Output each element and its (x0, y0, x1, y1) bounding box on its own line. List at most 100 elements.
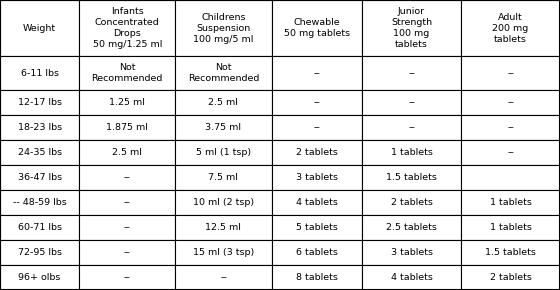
Bar (175, 0, 272, 57)
Bar (0, 190, 79, 215)
Bar (79, 115, 175, 140)
Text: Not
Recommended: Not Recommended (92, 63, 163, 83)
Text: 8 tablets: 8 tablets (296, 273, 338, 282)
Text: 1 tablets: 1 tablets (390, 148, 432, 157)
Text: --: -- (314, 98, 320, 107)
Bar (272, 115, 362, 140)
Text: 36-47 lbs: 36-47 lbs (17, 173, 62, 182)
Text: 24-35 lbs: 24-35 lbs (17, 148, 62, 157)
Bar (362, 115, 461, 140)
Bar (272, 165, 362, 190)
Text: --: -- (124, 198, 130, 207)
Bar (461, 265, 560, 290)
Bar (272, 190, 362, 215)
Bar (0, 165, 79, 190)
Text: 10 ml (2 tsp): 10 ml (2 tsp) (193, 198, 254, 207)
Text: --: -- (507, 98, 514, 107)
Bar (461, 115, 560, 140)
Bar (0, 215, 79, 240)
Bar (362, 215, 461, 240)
Text: Junior
Strength
100 mg
tablets: Junior Strength 100 mg tablets (391, 7, 432, 49)
Text: 4 tablets: 4 tablets (296, 198, 338, 207)
Bar (175, 240, 272, 265)
Text: -- 48-59 lbs: -- 48-59 lbs (13, 198, 67, 207)
Bar (461, 190, 560, 215)
Bar (362, 140, 461, 165)
Text: 6 tablets: 6 tablets (296, 248, 338, 257)
Text: 3 tablets: 3 tablets (390, 248, 432, 257)
Bar (362, 57, 461, 90)
Text: 12-17 lbs: 12-17 lbs (17, 98, 62, 107)
Bar (461, 0, 560, 57)
Bar (175, 57, 272, 90)
Text: Childrens
Suspension
100 mg/5 ml: Childrens Suspension 100 mg/5 ml (193, 12, 254, 44)
Text: 60-71 lbs: 60-71 lbs (17, 223, 62, 232)
Bar (461, 90, 560, 115)
Bar (0, 265, 79, 290)
Text: --: -- (408, 69, 415, 78)
Text: 1.25 ml: 1.25 ml (109, 98, 145, 107)
Bar (272, 0, 362, 57)
Text: Weight: Weight (23, 24, 56, 33)
Text: 12.5 ml: 12.5 ml (206, 223, 241, 232)
Text: 2 tablets: 2 tablets (296, 148, 338, 157)
Text: 5 tablets: 5 tablets (296, 223, 338, 232)
Bar (272, 265, 362, 290)
Text: --: -- (220, 273, 227, 282)
Bar (0, 115, 79, 140)
Text: 5 ml (1 tsp): 5 ml (1 tsp) (196, 148, 251, 157)
Text: Chewable
50 mg tablets: Chewable 50 mg tablets (284, 18, 350, 38)
Bar (362, 265, 461, 290)
Text: Not
Recommended: Not Recommended (188, 63, 259, 83)
Bar (79, 90, 175, 115)
Text: 3.75 ml: 3.75 ml (206, 123, 241, 132)
Text: --: -- (507, 123, 514, 132)
Text: 1.5 tablets: 1.5 tablets (386, 173, 437, 182)
Bar (79, 165, 175, 190)
Text: --: -- (124, 223, 130, 232)
Bar (0, 140, 79, 165)
Bar (272, 240, 362, 265)
Bar (175, 165, 272, 190)
Bar (79, 140, 175, 165)
Text: --: -- (507, 69, 514, 78)
Text: 72-95 lbs: 72-95 lbs (17, 248, 62, 257)
Bar (461, 215, 560, 240)
Bar (272, 57, 362, 90)
Bar (79, 240, 175, 265)
Text: 7.5 ml: 7.5 ml (208, 173, 239, 182)
Bar (175, 90, 272, 115)
Text: 6-11 lbs: 6-11 lbs (21, 69, 59, 78)
Bar (461, 57, 560, 90)
Bar (0, 57, 79, 90)
Text: 2.5 ml: 2.5 ml (208, 98, 239, 107)
Text: 18-23 lbs: 18-23 lbs (17, 123, 62, 132)
Text: 2.5 tablets: 2.5 tablets (386, 223, 437, 232)
Bar (362, 90, 461, 115)
Bar (175, 265, 272, 290)
Bar (362, 165, 461, 190)
Text: 3 tablets: 3 tablets (296, 173, 338, 182)
Bar (175, 215, 272, 240)
Bar (79, 57, 175, 90)
Bar (79, 215, 175, 240)
Text: 4 tablets: 4 tablets (390, 273, 432, 282)
Text: 1.5 tablets: 1.5 tablets (485, 248, 536, 257)
Bar (272, 140, 362, 165)
Bar (0, 240, 79, 265)
Text: 1.875 ml: 1.875 ml (106, 123, 148, 132)
Bar (362, 240, 461, 265)
Bar (272, 90, 362, 115)
Bar (272, 215, 362, 240)
Text: --: -- (408, 98, 415, 107)
Text: --: -- (124, 248, 130, 257)
Bar (461, 140, 560, 165)
Bar (0, 0, 79, 57)
Bar (175, 190, 272, 215)
Text: 2.5 ml: 2.5 ml (113, 148, 142, 157)
Text: --: -- (314, 123, 320, 132)
Bar (461, 165, 560, 190)
Text: 15 ml (3 tsp): 15 ml (3 tsp) (193, 248, 254, 257)
Text: --: -- (124, 273, 130, 282)
Text: 1 tablets: 1 tablets (489, 198, 531, 207)
